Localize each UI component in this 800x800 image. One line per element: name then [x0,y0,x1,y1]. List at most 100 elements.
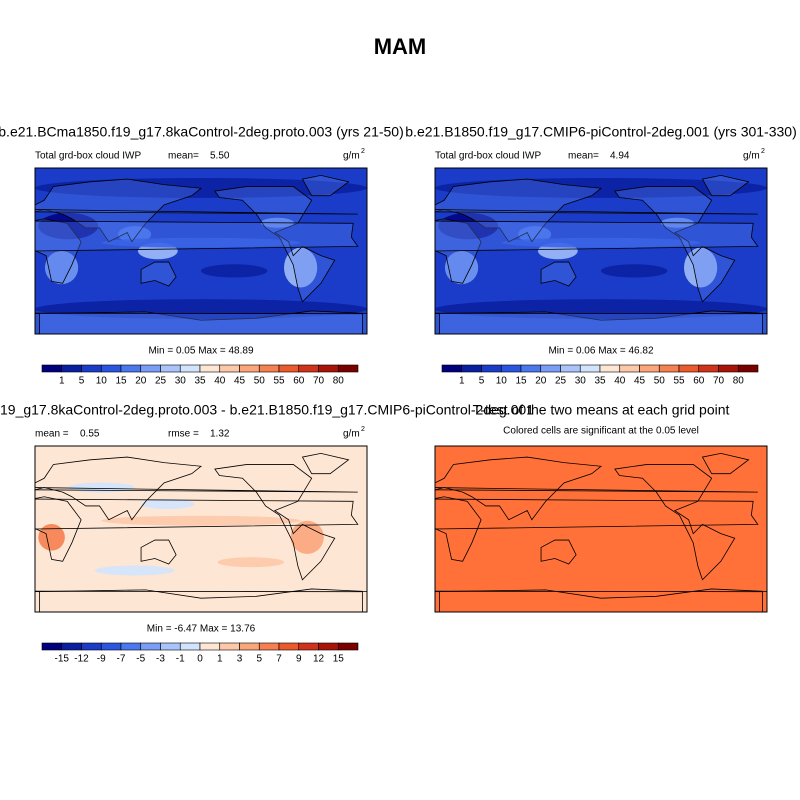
colorbar-label: 60 [293,376,305,387]
colorbar-label: 50 [254,376,266,387]
map-background [435,446,767,612]
cloud-pattern [684,247,718,288]
colorbar-label: -5 [136,654,145,665]
diff-pattern [94,565,175,576]
map [370,446,767,612]
coastline [140,261,177,287]
center-label: rmse = [168,429,199,440]
colorbar-label: 7 [276,654,282,665]
colorbar-box [61,364,82,373]
colorbar-box [599,364,621,373]
colorbar-label: 45 [234,376,246,387]
colorbar-box [199,364,221,373]
colorbar-label: 25 [555,376,567,387]
colorbar-box [120,642,142,651]
colorbar-box [140,642,161,651]
colorbar-label: -12 [74,654,89,665]
colorbar-box [81,642,102,651]
colorbar-label: 1 [459,376,465,387]
colorbar-box [461,364,482,373]
colorbar-label: -3 [156,654,165,665]
colorbar-label: -15 [55,654,70,665]
colorbar-box [579,364,601,373]
colorbar-label: 70 [313,376,325,387]
center-label: mean= [568,151,599,162]
coastline [614,186,736,303]
center-label: mean= [168,151,199,162]
colorbar-box [337,364,359,373]
colorbar-label: 70 [713,376,725,387]
cloud-pattern [38,212,99,240]
cloud-pattern [518,226,552,243]
coastline [370,175,416,195]
coastline [0,453,17,473]
diff-pattern [38,524,65,551]
map-stats: Min = 0.05 Max = 48.89 [148,346,254,357]
colorbar-label: 12 [313,654,325,665]
map-frame [434,167,768,335]
units: g/m [343,151,360,162]
colorbar-box [41,642,63,651]
colorbar-label: 80 [733,376,745,387]
cloud-pattern [44,251,79,285]
colorbar-box [441,364,463,373]
map [0,168,367,334]
colorbar-box [318,642,339,651]
diff-pattern [68,482,135,493]
cloud-pattern [601,264,668,278]
colorbar-box [678,364,700,373]
colorbar-box [199,642,221,651]
coastline [701,452,750,475]
cloud-pattern [435,299,767,320]
colorbar-box [318,364,339,373]
colorbar-box [239,364,260,373]
colorbar-box [179,642,201,651]
colorbar-box [61,642,82,651]
colorbar-label: -1 [176,654,185,665]
colorbar-label: 50 [654,376,666,387]
coastline [435,209,758,215]
coastline [370,453,416,473]
colorbar-box [520,364,542,373]
cloud-pattern [501,237,701,248]
map-stats: Min = 0.06 Max = 46.82 [548,346,654,357]
colorbar-label: 20 [135,376,147,387]
colorbar-label: 40 [214,376,226,387]
colorbar-box [500,364,522,373]
colorbar-label: 60 [693,376,705,387]
colorbar-box [698,364,719,373]
coastline [140,539,177,565]
cloud-pattern [101,237,301,248]
units-exponent: 2 [361,148,365,155]
colorbar-box [239,642,260,651]
colorbar-box [140,364,161,373]
coastline [35,588,367,612]
colorbar-box [100,364,122,373]
cloud-pattern [438,212,499,240]
coastline [35,496,82,562]
coastline [0,175,17,195]
coastline [435,310,767,334]
colorbar-label: -7 [117,654,126,665]
colorbar-label: 30 [175,376,187,387]
colorbar-label: 35 [594,376,606,387]
center-value: 4.94 [610,151,630,162]
colorbar-label: 40 [614,376,626,387]
coastline [701,174,750,197]
colorbar-label: 15 [115,376,127,387]
colorbar-box [619,364,640,373]
colorbar-label: -9 [97,654,106,665]
colorbar-box [639,364,660,373]
center-value: 1.32 [210,429,230,440]
coastline [301,174,350,197]
units: g/m [743,151,760,162]
colorbar-box [160,642,181,651]
colorbar-label: 55 [273,376,285,387]
colorbar-label: 25 [155,376,167,387]
units-exponent: 2 [361,426,365,433]
units-exponent: 2 [761,148,765,155]
colorbar-label: 5 [479,376,485,387]
colorbar-label: 80 [333,376,345,387]
colorbar-label: 1 [59,376,65,387]
colorbar-box [298,642,319,651]
